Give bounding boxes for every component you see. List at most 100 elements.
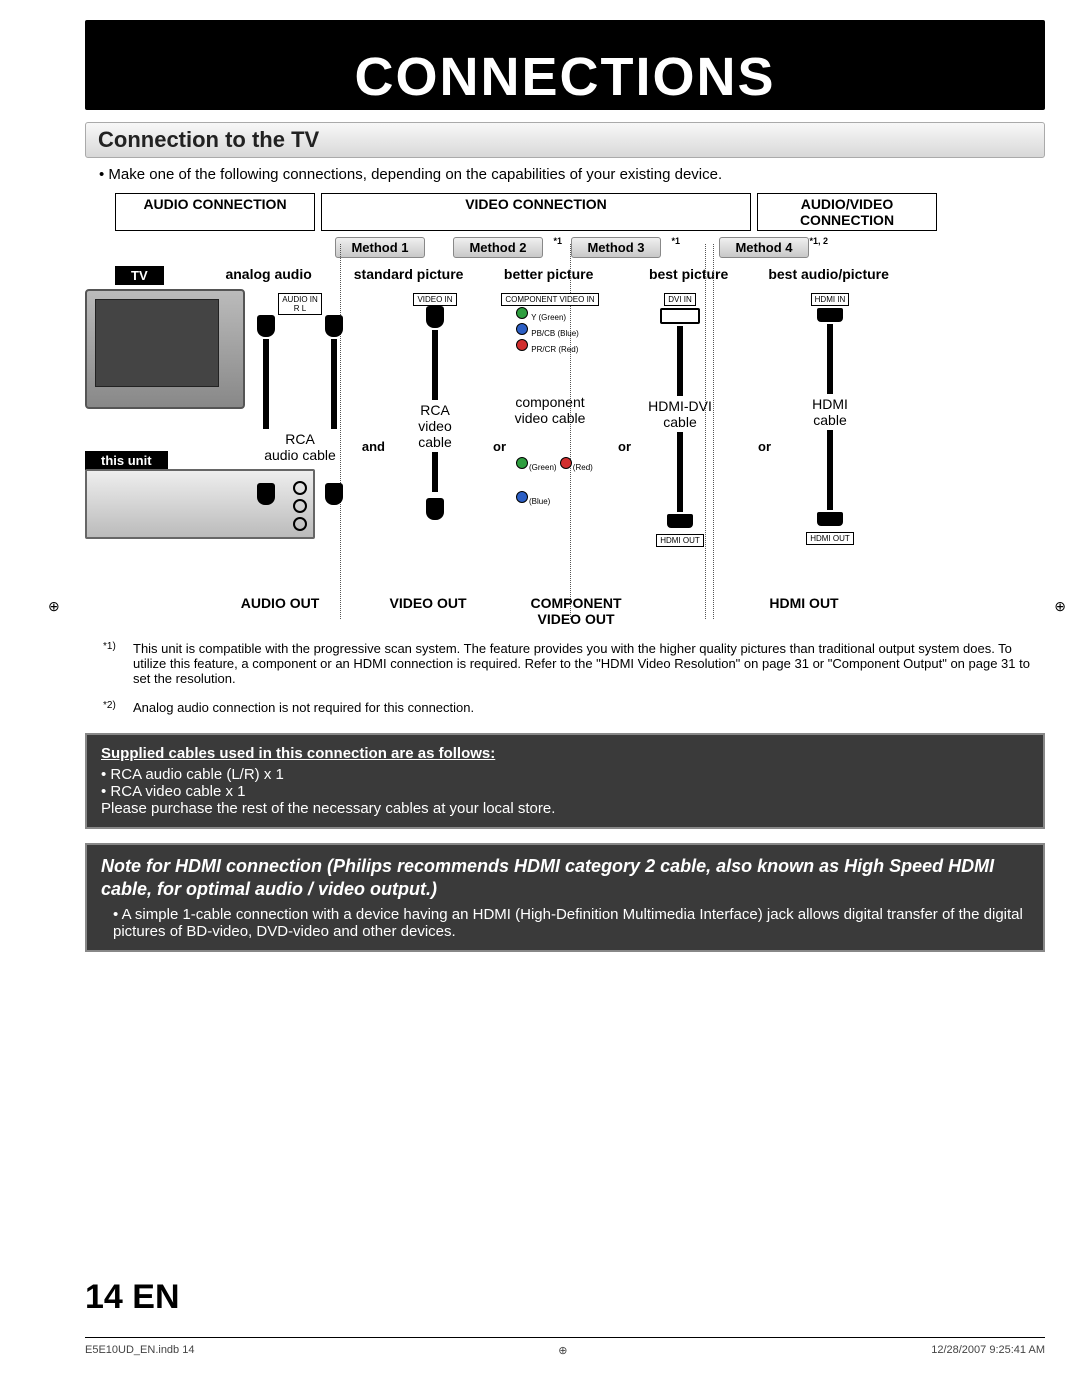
method-2-chip: Method 2*1 <box>453 237 543 258</box>
rca-video-plug-top <box>426 306 444 328</box>
hdmi-out-port-2: HDMI OUT <box>806 532 854 545</box>
col-hdmi-dvi: DVI IN HDMI-DVIcable HDMI OUT or <box>615 289 745 547</box>
supplied-cables-box: Supplied cables used in this connection … <box>85 733 1045 829</box>
audio-connection-header: AUDIO CONNECTION <box>115 193 315 231</box>
hdmi-plug-top <box>817 308 843 322</box>
av-connection-header: AUDIO/VIDEO CONNECTION <box>757 193 937 231</box>
footnote-2: *2) Analog audio connection is not requi… <box>103 700 1045 715</box>
footer-left: E5E10UD_EN.indb 14 <box>85 1344 194 1357</box>
hdmi-note-box: Note for HDMI connection (Philips recomm… <box>85 843 1045 952</box>
best-av-label: best audio/picture <box>764 266 894 282</box>
method-4-chip: Method 4*1, 2 <box>719 237 809 258</box>
connection-diagram: this unit AUDIO INR L RCAaudio cable and… <box>85 289 1045 589</box>
footer-right: 12/28/2007 9:25:41 AM <box>931 1344 1045 1357</box>
hdmi-dvi-line2 <box>677 432 683 512</box>
methods-row: Method 1 Method 2*1 Method 3*1 Method 4*… <box>335 237 1045 258</box>
method-2-footref: *1 <box>553 236 562 246</box>
method-3-label: Method 3 <box>587 240 644 255</box>
hdmi-dvi-cable-label: HDMI-DVIcable <box>615 398 745 430</box>
print-footer: E5E10UD_EN.indb 14 ⊕ 12/28/2007 9:25:41 … <box>85 1337 1045 1357</box>
hdmi-out-port-1: HDMI OUT <box>656 534 704 547</box>
rca-video-line <box>432 330 438 400</box>
tv-illustration <box>85 289 245 409</box>
blue-label-b: (Blue) <box>529 497 550 506</box>
page-content: CONNECTIONS Connection to the TV • Make … <box>85 20 1045 952</box>
hdmi-dvi-line <box>677 326 683 396</box>
method-4-footref: *1, 2 <box>809 236 828 246</box>
unit-port <box>293 517 307 531</box>
col-rca-video: VIDEO IN RCAvideocable or <box>370 289 500 520</box>
tv-chip: TV <box>115 266 164 285</box>
register-mark-left: ⊕ <box>48 598 60 615</box>
hdmi-cable-label: HDMIcable <box>765 396 895 428</box>
audio-out-label: AUDIO OUT <box>215 595 345 627</box>
hdmi-note-head: Note for HDMI connection (Philips recomm… <box>101 855 1029 902</box>
header-title: CONNECTIONS <box>354 46 775 108</box>
method-4-label: Method 4 <box>735 240 792 255</box>
footer-center-mark: ⊕ <box>558 1344 567 1357</box>
quality-row: analog audio standard picture better pic… <box>204 266 894 282</box>
pb-label: PB/CB <box>531 329 555 338</box>
standard-picture-label: standard picture <box>344 266 474 282</box>
hdmi-out-label: HDMI OUT <box>659 595 949 627</box>
supplied-line-1: • RCA audio cable (L/R) x 1 <box>101 766 1029 783</box>
header-banner: CONNECTIONS <box>85 20 1045 110</box>
this-unit-chip: this unit <box>85 451 168 470</box>
footnote-1-text: This unit is compatible with the progres… <box>133 641 1045 686</box>
footnote-2-text: Analog audio connection is not required … <box>133 700 474 715</box>
component-in-port: COMPONENT VIDEO IN <box>501 293 598 306</box>
supplied-line-3: Please purchase the rest of the necessar… <box>101 800 1029 817</box>
subheader-bar: Connection to the TV <box>85 122 1045 158</box>
component-colors-top: Y (Green) PB/CB (Blue) PR/CR (Red) <box>515 306 615 354</box>
col-hdmi: HDMI IN HDMIcable HDMI OUT <box>765 289 895 545</box>
page-number: 14 EN <box>85 1278 180 1317</box>
footnote-2-ref: *2) <box>103 700 127 715</box>
dvi-in-port: DVI IN <box>664 293 696 306</box>
blue-label: (Blue) <box>557 329 578 338</box>
video-connection-header: VIDEO CONNECTION <box>321 193 751 231</box>
pr-label: PR/CR <box>531 345 556 354</box>
supplied-line-2: • RCA video cable x 1 <box>101 783 1029 800</box>
hdmi-note-body: • A simple 1-cable connection with a dev… <box>113 906 1029 940</box>
component-cable-label: componentvideo cable <box>485 394 615 426</box>
method-2-label: Method 2 <box>469 240 526 255</box>
connection-type-headers: AUDIO CONNECTION VIDEO CONNECTION AUDIO/… <box>115 193 1045 231</box>
component-colors-bottom: (Green) (Red) (Blue) <box>515 456 615 506</box>
green-label-b: (Green) <box>529 463 557 472</box>
dvi-plug <box>660 308 700 324</box>
video-out-label: VIDEO OUT <box>363 595 493 627</box>
y-label: Y <box>531 313 536 322</box>
supplied-title: Supplied cables used in this connection … <box>101 745 1029 762</box>
footnote-1: *1) This unit is compatible with the pro… <box>103 641 1045 686</box>
rca-video-plug-bottom <box>426 498 444 520</box>
audio-in-port: AUDIO INR L <box>278 293 322 315</box>
rca-audio-plugs-top <box>235 315 365 337</box>
green-label: (Green) <box>539 313 567 322</box>
rca-video-line2 <box>432 452 438 492</box>
intro-text: • Make one of the following connections,… <box>99 166 1045 183</box>
hdmi-plug-bottom-2 <box>817 512 843 526</box>
method-3-footref: *1 <box>671 236 680 246</box>
footnote-1-ref: *1) <box>103 641 127 686</box>
hdmi-in-port: HDMI IN <box>811 293 850 306</box>
red-label: (Red) <box>558 345 578 354</box>
tv-screen <box>95 299 219 387</box>
method-3-chip: Method 3*1 <box>571 237 661 258</box>
video-in-port: VIDEO IN <box>413 293 456 306</box>
analog-audio-label: analog audio <box>204 266 334 282</box>
rl-label: R L <box>294 304 306 313</box>
rca-audio-plugs-bottom <box>235 483 365 505</box>
better-picture-label: better picture <box>484 266 614 282</box>
hdmi-line <box>827 324 833 394</box>
rca-video-cable-label: RCAvideocable <box>370 402 500 450</box>
component-out-label: COMPONENT VIDEO OUT <box>511 595 641 627</box>
method-1-chip: Method 1 <box>335 237 425 258</box>
best-picture-label: best picture <box>624 266 754 282</box>
register-mark-right: ⊕ <box>1054 598 1066 615</box>
red-label-b: (Red) <box>573 463 593 472</box>
col-component: COMPONENT VIDEO IN Y (Green) PB/CB (Blue… <box>485 289 615 506</box>
col-rca-audio: AUDIO INR L RCAaudio cable and <box>235 289 365 505</box>
hdmi-line2 <box>827 430 833 510</box>
hdmi-plug-bottom-1 <box>667 514 693 528</box>
subheader-text: Connection to the TV <box>98 127 319 152</box>
